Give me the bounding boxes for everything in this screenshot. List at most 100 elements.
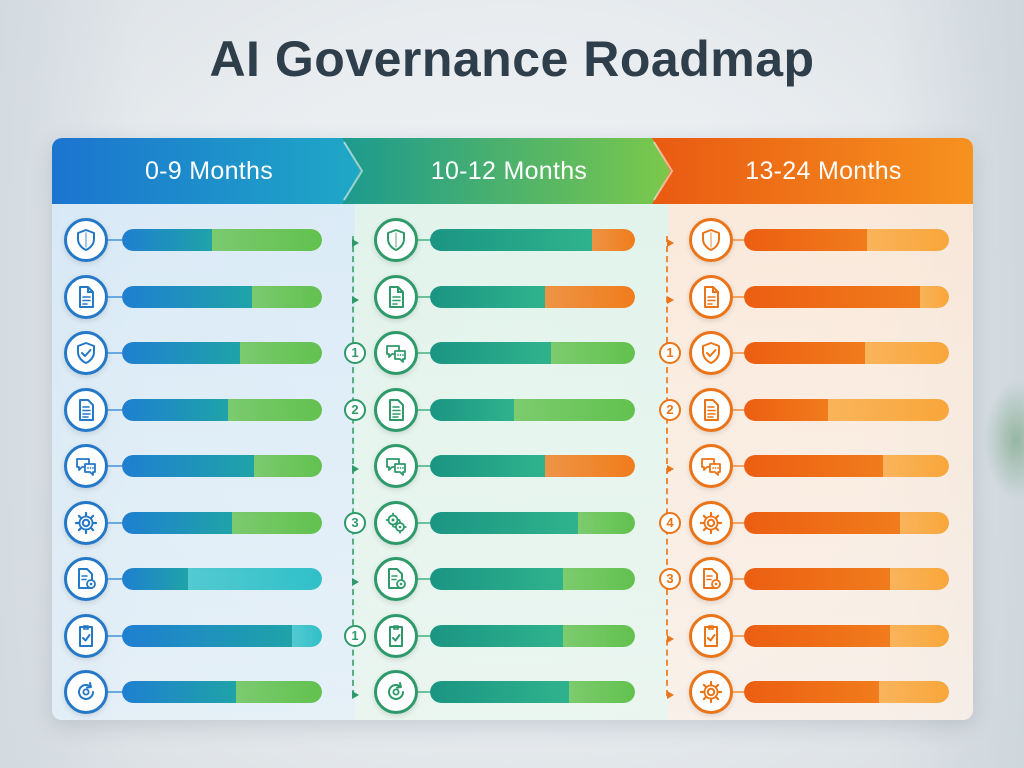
phase-2-row-1-progress-bar (744, 285, 949, 308)
step-marker: 1 (344, 342, 366, 364)
progress-fill-primary (744, 624, 890, 647)
phase-1-row-2-progress-bar (430, 342, 635, 364)
phase-0-row-0 (52, 216, 973, 266)
progress-fill-primary (744, 285, 920, 308)
phase-header-bar: 0-9 Months 10-12 Months 13-24 Months (52, 138, 973, 204)
phase-0-row-4-progress-bar (122, 455, 322, 477)
flow-arrow-icon (351, 687, 361, 699)
phase-1-row-4 (52, 442, 973, 492)
progress-fill-primary (122, 342, 240, 364)
phase-2-row-4-connector (733, 465, 744, 467)
document-icon (79, 285, 94, 308)
phase-label-2: 13-24 Months (745, 157, 902, 185)
flow-arrow-icon (666, 461, 676, 473)
phase-2-row-5: 4 (52, 499, 973, 549)
flow-arrow-icon (351, 461, 361, 473)
phase-2-row-8 (52, 668, 973, 718)
phase-2-row-5-icon-badge (689, 500, 733, 545)
progress-fill-primary (744, 455, 883, 477)
progress-fill-primary (744, 681, 879, 703)
phase-0-row-2-progress-bar (122, 342, 322, 364)
chat-icon (76, 458, 96, 476)
progress-fill-primary (430, 681, 569, 703)
phase-2-row-3: 2 (52, 386, 973, 436)
chevron-divider-0 (343, 141, 364, 201)
checklist-icon (704, 624, 718, 647)
phase-0-row-8 (52, 668, 973, 718)
phase-1-row-3-icon-badge (374, 387, 418, 432)
progress-fill-secondary (292, 624, 322, 647)
progress-fill-secondary (228, 398, 322, 421)
phase-0-row-7-icon-badge (64, 613, 108, 658)
phase-1-row-8 (52, 668, 973, 718)
phase-0-row-3 (52, 386, 973, 436)
progress-fill-secondary (900, 511, 949, 534)
shield-check-icon (77, 342, 95, 364)
phase-2-row-2-connector (733, 352, 744, 354)
progress-fill-secondary (867, 229, 949, 251)
phase-1-row-0-connector (418, 239, 430, 241)
progress-fill-primary (122, 229, 212, 251)
progress-fill-secondary (545, 455, 635, 477)
progress-fill-secondary (545, 285, 635, 308)
shield-icon (77, 229, 95, 251)
phase-1-row-3-connector (418, 408, 430, 411)
gear-icon (74, 511, 98, 534)
phase-label-1: 10-12 Months (430, 157, 588, 185)
phase-1-row-4-icon-badge (374, 444, 418, 488)
checklist-icon (79, 624, 93, 647)
phase-0-row-5-connector (108, 521, 122, 524)
phase-0-row-4-connector (108, 465, 122, 467)
phase-2-row-6: 3 (52, 555, 973, 605)
progress-fill-primary (430, 285, 545, 308)
phase-1-row-8-icon-badge (374, 670, 418, 714)
phase-1-row-6 (52, 555, 973, 605)
progress-fill-primary (744, 342, 865, 364)
gears-icon (385, 512, 407, 534)
progress-fill-secondary (232, 511, 322, 534)
phase-1-row-1-progress-bar (430, 285, 635, 308)
document-lines-icon (389, 398, 404, 421)
phase-0-row-4-icon-badge (64, 444, 108, 488)
phase-2-row-7-connector (733, 634, 744, 637)
document-lines-icon (704, 398, 719, 421)
progress-fill-secondary (592, 229, 635, 251)
phase-1-row-2: 1 (52, 329, 973, 379)
phase-2-row-1-connector (733, 295, 744, 298)
phase-0-row-1-progress-bar (122, 285, 322, 308)
flow-arrow-icon (666, 631, 676, 643)
progress-fill-secondary (879, 681, 949, 703)
flow-arrow-icon (666, 235, 676, 247)
phase-1-row-2-icon-badge (374, 331, 418, 375)
chat-icon (386, 345, 406, 363)
phase-2-row-3-connector (733, 408, 744, 411)
background-plant (984, 380, 1024, 500)
progress-fill-secondary (551, 342, 635, 364)
step-marker: 1 (659, 342, 681, 364)
phase-1-row-0-icon-badge (374, 218, 418, 262)
progress-fill-secondary (578, 511, 635, 534)
phase-header-0 (52, 138, 360, 204)
phase-0-row-1-connector (108, 295, 122, 298)
phase-0-row-0-connector (108, 239, 122, 241)
phase-header-arrows (52, 138, 973, 204)
progress-fill-secondary (188, 568, 322, 590)
phase-label-0: 0-9 Months (144, 157, 274, 185)
phase-0-row-8-connector (108, 691, 122, 693)
phase-2-row-3-icon-badge (689, 387, 733, 432)
progress-fill-primary (430, 455, 545, 477)
phase-2-row-2: 1 (52, 329, 973, 379)
phase-0-row-7-connector (108, 634, 122, 637)
phase-0-row-5 (52, 499, 973, 549)
phase-2-row-7 (52, 612, 973, 662)
progress-fill-primary (122, 681, 236, 703)
flow-arrow-icon (351, 292, 361, 304)
phase-0-row-0-progress-bar (122, 229, 322, 251)
phase-1-row-1-icon-badge (374, 274, 418, 319)
phase-0-row-5-progress-bar (122, 511, 322, 534)
phase-2-row-4-progress-bar (744, 455, 949, 477)
progress-fill-secondary (883, 455, 949, 477)
phase-0-row-4 (52, 442, 973, 492)
phase-1-row-5-connector (418, 521, 430, 524)
phase-1-row-7-connector (418, 634, 430, 637)
